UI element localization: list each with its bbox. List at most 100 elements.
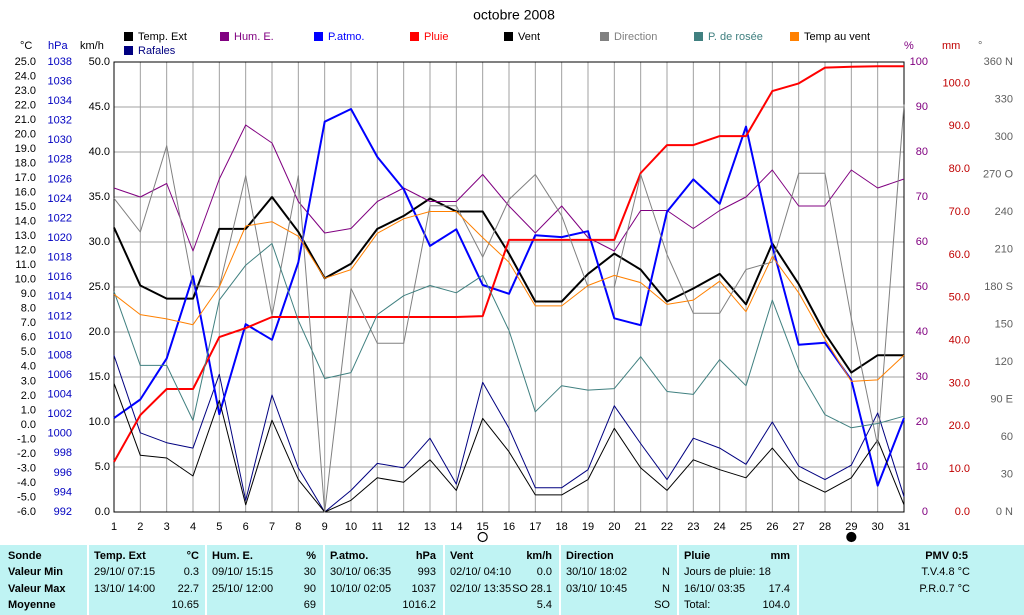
- y-tick-label: 10.0: [89, 416, 110, 428]
- legend-swatch: [504, 32, 513, 41]
- x-tick-label: 9: [322, 521, 328, 533]
- cell-value: 28.1: [531, 583, 552, 595]
- cell-value: 30: [304, 566, 316, 578]
- legend-label: Vent: [518, 31, 540, 43]
- y-tick-label: 6.0: [21, 332, 36, 344]
- y-tick-label: 9.0: [21, 288, 36, 300]
- y-tick-label: 5.0: [95, 461, 110, 473]
- series-line: [113, 211, 905, 382]
- y-tick-label: 60.0: [949, 249, 970, 261]
- y-tick-label: 23.0: [15, 85, 36, 97]
- y-tick-label: 20.0: [949, 420, 970, 432]
- y-tick-label: 10.0: [15, 274, 36, 286]
- legend-label: Pluie: [424, 31, 448, 43]
- y-tick-label: 1034: [48, 95, 72, 107]
- legend-label: Temp au vent: [804, 31, 870, 43]
- y-tick-label: 1032: [48, 115, 72, 127]
- column-header: Hum. E.: [212, 550, 253, 562]
- y-tick-label: 20.0: [89, 326, 110, 338]
- y-tick-label: 1018: [48, 252, 72, 264]
- plot-border: [113, 61, 905, 513]
- y-tick-label: 100.0: [942, 77, 970, 89]
- column-header: Direction: [566, 550, 614, 562]
- cell-text: 30/10/ 18:02: [566, 566, 627, 578]
- legend-label: Hum. E.: [234, 31, 274, 43]
- x-tick-label: 10: [345, 521, 357, 533]
- column-unit: km/h: [526, 550, 552, 562]
- cell-text: Jours de pluie: 18: [684, 566, 771, 578]
- y-tick-label: 10.0: [949, 463, 970, 475]
- legend-label: P. de rosée: [708, 31, 763, 43]
- y-tick-label: 270 O: [983, 168, 1013, 180]
- cell-text: 30/10/ 06:35: [330, 566, 391, 578]
- y-tick-label: 21.0: [15, 114, 36, 126]
- cell-value: P.R.0.7 °C: [919, 583, 970, 595]
- cell-value: 0.0: [537, 566, 552, 578]
- column-unit: %: [306, 550, 316, 562]
- y-tick-label: 5.0: [21, 346, 36, 358]
- y-tick-label: 3.0: [21, 375, 36, 387]
- x-tick-label: 14: [450, 521, 462, 533]
- x-tick-label: 21: [635, 521, 647, 533]
- x-tick-label: 11: [372, 521, 383, 533]
- y-tick-label: 994: [54, 486, 72, 498]
- y-tick-label: 60: [1001, 431, 1013, 443]
- y-tick-label: -3.0: [17, 462, 36, 474]
- x-tick-label: 4: [190, 521, 196, 533]
- y-tick-label: 1000: [48, 428, 72, 440]
- y-tick-label: 25.0: [15, 56, 36, 68]
- y-tick-label: 90: [916, 101, 928, 113]
- x-tick-label: 6: [243, 521, 249, 533]
- row-label: Sonde: [8, 550, 42, 562]
- cell-value: 1037: [412, 583, 436, 595]
- x-tick-label: 24: [714, 521, 726, 533]
- cell-value: T.V.4.8 °C: [921, 566, 970, 578]
- cell-text: 02/10/ 04:10: [450, 566, 511, 578]
- cell-value: N: [662, 583, 670, 595]
- axis-title: %: [904, 40, 914, 52]
- y-tick-label: 16.0: [15, 187, 36, 199]
- series-line: [113, 65, 904, 463]
- y-tick-label: 15.0: [89, 371, 110, 383]
- cell-value: 10.65: [171, 599, 199, 611]
- y-tick-label: 0.0: [21, 419, 36, 431]
- y-tick-label: 210: [995, 243, 1013, 255]
- y-tick-label: 1008: [48, 349, 72, 361]
- y-tick-label: 1016: [48, 271, 72, 283]
- y-tick-label: 1030: [48, 134, 72, 146]
- x-tick-label: 13: [424, 521, 436, 533]
- column-unit: mm: [770, 550, 790, 562]
- legend-label: Temp. Ext: [138, 31, 187, 43]
- cell-value: 69: [304, 599, 316, 611]
- y-tick-label: 1020: [48, 232, 72, 244]
- y-tick-label: 30: [916, 371, 928, 383]
- y-tick-label: 12.0: [15, 245, 36, 257]
- y-tick-label: 100: [910, 56, 928, 68]
- y-tick-label: 22.0: [15, 99, 36, 111]
- y-tick-label: 80: [916, 146, 928, 158]
- axis-title: °C: [20, 40, 32, 52]
- legend-swatch: [410, 32, 419, 41]
- y-tick-label: 0.0: [955, 506, 970, 518]
- cell-value: 993: [418, 566, 436, 578]
- y-tick-label: 2.0: [21, 390, 36, 402]
- y-tick-label: 180 S: [984, 281, 1013, 293]
- series-line: [113, 355, 905, 513]
- legend-label: Rafales: [138, 45, 176, 57]
- y-tick-label: 1038: [48, 56, 72, 68]
- y-tick-label: 240: [995, 206, 1013, 218]
- y-tick-label: 330: [995, 93, 1013, 105]
- y-tick-label: 1026: [48, 173, 72, 185]
- y-tick-label: 70: [916, 191, 928, 203]
- cell-value: 5.4: [537, 599, 552, 611]
- y-tick-label: 90 E: [990, 393, 1013, 405]
- y-tick-label: -6.0: [17, 506, 36, 518]
- x-tick-label: 23: [687, 521, 699, 533]
- x-tick-label: 2: [137, 521, 143, 533]
- cell-value: SO: [654, 599, 670, 611]
- y-tick-label: 10: [916, 461, 928, 473]
- axis-title: hPa: [48, 40, 68, 52]
- y-tick-label: 50.0: [949, 292, 970, 304]
- x-tick-label: 28: [819, 521, 831, 533]
